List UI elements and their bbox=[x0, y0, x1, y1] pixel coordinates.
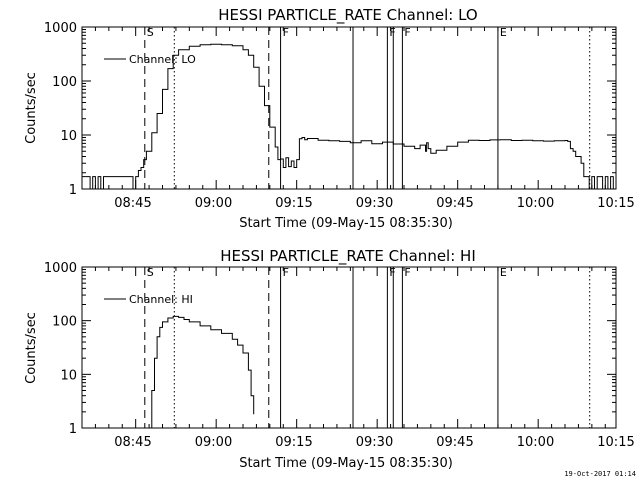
marker-label: S bbox=[147, 26, 154, 39]
y-tick-label: 100 bbox=[52, 315, 77, 330]
y-tick-label: 1 bbox=[69, 183, 77, 198]
axes: 1 10 100 1000 08:45 09:00 09:15 09:30 09:45 10:00… bbox=[44, 21, 635, 211]
marker-label: E bbox=[500, 266, 507, 279]
generation-timestamp: 19-Oct-2017 01:14 bbox=[564, 470, 636, 478]
y-tick-label: 1000 bbox=[44, 21, 77, 36]
legend-entry: Channel: LO bbox=[129, 53, 196, 66]
data-series bbox=[149, 315, 255, 429]
marker-label: F bbox=[389, 26, 395, 39]
x-tick-label: 09:30 bbox=[356, 196, 393, 211]
plot-frame bbox=[81, 266, 617, 429]
y-tick-label: 10 bbox=[60, 368, 77, 383]
panel-hi: HESSI PARTICLE_RATE Channel: HI Counts/s… bbox=[24, 247, 635, 471]
panel-title: HESSI PARTICLE_RATE Channel: HI bbox=[220, 247, 476, 266]
panel-lo: HESSI PARTICLE_RATE Channel: LO Counts/s… bbox=[24, 6, 635, 231]
data-series bbox=[82, 43, 614, 190]
legend: Channel: LO bbox=[104, 53, 196, 66]
x-tick-label: 09:00 bbox=[195, 435, 232, 450]
x-tick-label: 08:45 bbox=[114, 435, 151, 450]
x-tick-label: 09:15 bbox=[275, 196, 312, 211]
marker-label: F bbox=[389, 266, 395, 279]
x-tick-label: 09:45 bbox=[436, 196, 473, 211]
x-tick-label: 10:00 bbox=[517, 435, 554, 450]
y-tick-label: 10 bbox=[60, 129, 77, 144]
y-tick-label: 1000 bbox=[44, 261, 77, 276]
x-tick-label: 09:30 bbox=[356, 435, 393, 450]
y-axis-label: Counts/sec bbox=[24, 72, 39, 144]
marker-label: F bbox=[283, 26, 289, 39]
axes: 1 10 100 1000 08:45 09:00 09:15 09:30 09:45 10:00… bbox=[44, 261, 635, 450]
x-tick-label: 08:45 bbox=[114, 196, 151, 211]
marker-label: F bbox=[404, 266, 410, 279]
marker-label: E bbox=[500, 26, 507, 39]
x-tick-label: 10:15 bbox=[597, 435, 634, 450]
panel-title: HESSI PARTICLE_RATE Channel: LO bbox=[218, 6, 477, 25]
plot-frame bbox=[81, 26, 617, 190]
x-tick-label: 09:15 bbox=[275, 435, 312, 450]
x-tick-label: 10:15 bbox=[597, 196, 634, 211]
y-tick-label: 100 bbox=[52, 75, 77, 90]
x-axis-label: Start Time (09-May-15 08:35:30) bbox=[239, 456, 453, 471]
marker-label: F bbox=[283, 266, 289, 279]
legend: Channel: HI bbox=[104, 293, 193, 306]
series-line bbox=[149, 315, 255, 429]
x-tick-label: 09:45 bbox=[436, 435, 473, 450]
marker-label: F bbox=[404, 26, 410, 39]
y-axis-label: Counts/sec bbox=[24, 312, 39, 384]
x-tick-label: 09:00 bbox=[195, 196, 232, 211]
x-tick-label: 10:00 bbox=[517, 196, 554, 211]
marker-label: S bbox=[147, 266, 154, 279]
legend-entry: Channel: HI bbox=[129, 293, 193, 306]
x-axis-label: Start Time (09-May-15 08:35:30) bbox=[239, 216, 453, 231]
series-line bbox=[82, 43, 614, 190]
y-tick-label: 1 bbox=[69, 422, 77, 437]
